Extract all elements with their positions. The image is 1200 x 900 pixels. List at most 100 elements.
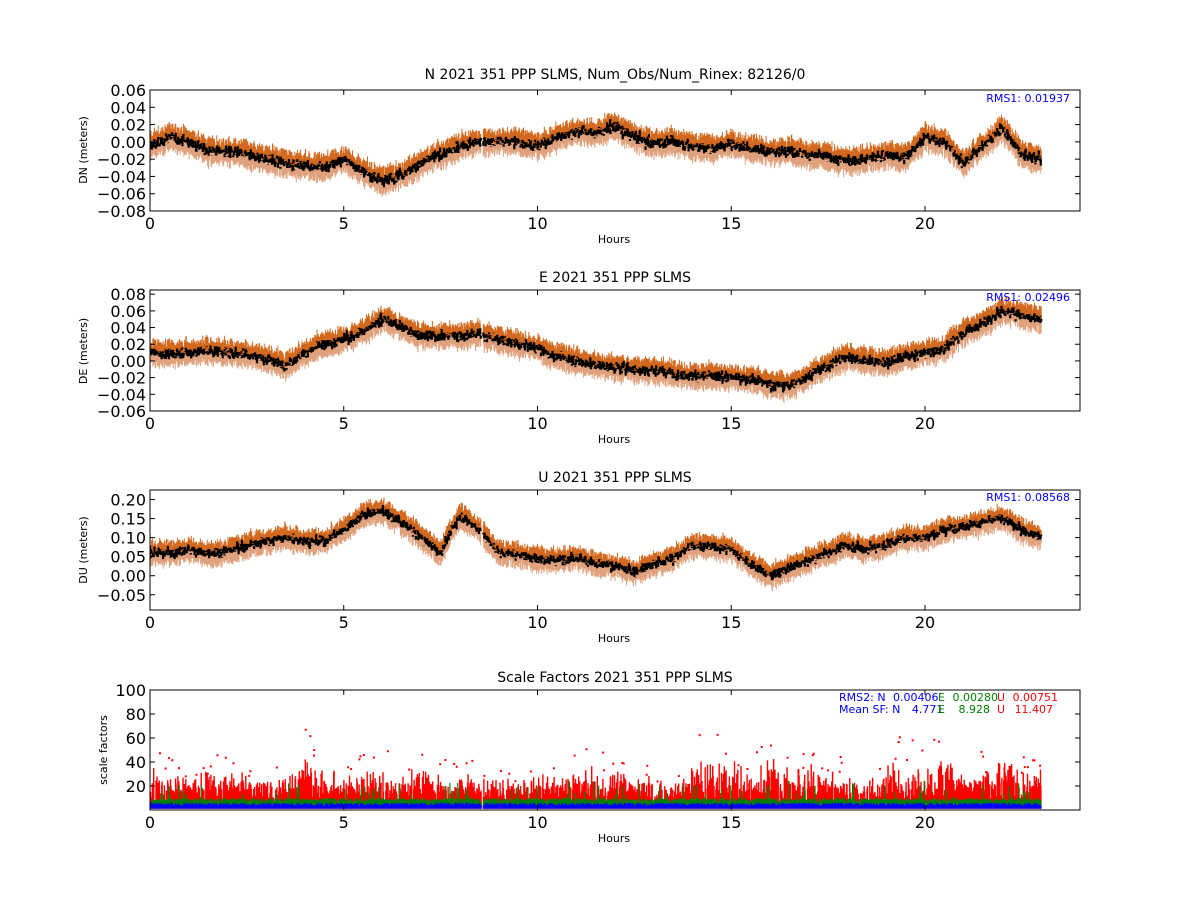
x-tick-label: 15 <box>721 613 741 632</box>
mean-sf-u-value: 11.407 <box>1015 703 1054 716</box>
panel-up: U 2021 351 PPP SLMS 0 5 10 15 20 −0.050.000.0… <box>77 470 1081 645</box>
up-plot-area: 0 5 10 15 20 −0.050.000.050.100.150.20 <box>97 489 1081 632</box>
y-tick-label: 0.00 <box>110 133 146 152</box>
y-tick-label: −0.08 <box>97 202 146 221</box>
position-series <box>150 505 1043 581</box>
x-tick-label: 0 <box>145 613 155 632</box>
x-tick-label: 0 <box>145 813 155 832</box>
y-tick-label: 0.04 <box>110 319 146 338</box>
north-title: N 2021 351 PPP SLMS, Num_Obs/Num_Rinex: … <box>425 67 806 83</box>
scale-title: Scale Factors 2021 351 PPP SLMS <box>497 670 733 686</box>
north-plot-area: 0 5 10 15 20 −0.08−0.06−0.04−0.020.000.020.04… <box>97 81 1081 233</box>
rms2-annotation: RMS2: N 0.00406 E 0.00280 U 0.00751 <box>839 691 1058 704</box>
scale-factor-n-points <box>150 802 1042 809</box>
svg-text:Mean SF: N 4.771: Mean SF: N 4.771 <box>839 703 943 716</box>
position-series <box>150 305 1043 393</box>
y-tick-label: −0.02 <box>97 369 146 388</box>
north-xlabel: Hours <box>598 233 630 246</box>
y-tick-label: 0.15 <box>110 510 146 529</box>
y-tick-label: 100 <box>115 681 146 700</box>
svg-text:E 0.00280: E 0.00280 <box>938 691 998 704</box>
mean-sf-label: Mean SF: N <box>839 703 900 716</box>
position-series <box>150 119 1043 188</box>
y-tick-label: −0.04 <box>97 167 146 186</box>
panel-north: N 2021 351 PPP SLMS, Num_Obs/Num_Rinex: … <box>77 67 1081 246</box>
east-plot-area: 0 5 10 15 20 −0.06−0.04−0.020.000.020.040.060… <box>97 285 1081 433</box>
y-tick-label: 0.06 <box>110 302 146 321</box>
y-tick-label: 0.04 <box>110 98 146 117</box>
y-tick-label: 0.08 <box>110 285 146 304</box>
rms2-u-label: U <box>997 691 1005 704</box>
axes-frame <box>149 689 1081 811</box>
scale-plot-area: 0 5 10 15 20 20 40 60 80 100 <box>115 681 1081 832</box>
rms2-e-label: E <box>938 691 945 704</box>
panel-east: E 2021 351 PPP SLMS 0 5 10 15 20 −0.06−0.04−0… <box>77 270 1081 446</box>
y-tick-label: 0.10 <box>110 529 146 548</box>
rms2-label: RMS2: N <box>839 691 886 704</box>
east-ylabel: DE (meters) <box>77 318 90 384</box>
y-tick-label: −0.05 <box>97 586 146 605</box>
x-tick-label: 20 <box>915 414 935 433</box>
x-tick-label: 10 <box>527 613 547 632</box>
rms2-u-value: 0.00751 <box>1013 691 1059 704</box>
y-tick-label: 0.02 <box>110 116 146 135</box>
x-tick-label: 5 <box>339 214 349 233</box>
y-tick-label: 80 <box>126 705 146 724</box>
y-tick-label: −0.06 <box>97 402 146 421</box>
x-tick-label: 15 <box>721 813 741 832</box>
up-title: U 2021 351 PPP SLMS <box>538 470 691 486</box>
mean-sf-e-label: E <box>938 703 945 716</box>
axes-frame <box>149 489 1081 611</box>
x-tick-label: 15 <box>721 214 741 233</box>
svg-text:U 0.00751: U 0.00751 <box>997 691 1058 704</box>
error-bars-lower <box>150 509 1042 592</box>
data-layer <box>150 728 1042 809</box>
axes-frame <box>149 289 1081 412</box>
north-ylabel: DN (meters) <box>77 116 90 184</box>
up-xlabel: Hours <box>598 632 630 645</box>
east-xlabel: Hours <box>598 433 630 446</box>
x-tick-label: 15 <box>721 414 741 433</box>
x-tick-label: 10 <box>527 414 547 433</box>
x-tick-label: 5 <box>339 613 349 632</box>
y-tick-label: 0.20 <box>110 491 146 510</box>
mean-sf-n-value: 4.771 <box>912 703 944 716</box>
data-layer <box>150 497 1043 592</box>
axes-2: 0 5 10 15 20 −0.050.000.050.100.150.20 <box>97 489 1081 632</box>
rms2-e-value: 0.00280 <box>952 691 998 704</box>
x-tick-label: 5 <box>339 813 349 832</box>
up-ylabel: DU (meters) <box>77 516 90 583</box>
x-tick-label: 5 <box>339 414 349 433</box>
scale-ylabel: scale factors <box>97 715 110 785</box>
y-tick-label: −0.04 <box>97 385 146 404</box>
data-layer <box>150 112 1043 197</box>
east-title: E 2021 351 PPP SLMS <box>539 270 691 286</box>
axes-0: 0 5 10 15 20 −0.08−0.06−0.04−0.020.000.020.04… <box>97 81 1081 233</box>
svg-text:E 8.928: E 8.928 <box>938 703 990 716</box>
x-tick-label: 0 <box>145 414 155 433</box>
north-rms1-annotation: RMS1: 0.01937 <box>986 92 1070 105</box>
mean-sf-annotation: Mean SF: N 4.771 E 8.928 U 11.407 <box>839 703 1053 716</box>
x-tick-label: 20 <box>915 613 935 632</box>
mean-sf-u-label: U <box>997 703 1005 716</box>
rms2-n-value: 0.00406 <box>893 691 939 704</box>
y-tick-label: −0.06 <box>97 185 146 204</box>
y-tick-label: 0.00 <box>110 567 146 586</box>
svg-text:RMS2: N 0.00406: RMS2: N 0.00406 <box>839 691 939 704</box>
mean-sf-e-value: 8.928 <box>958 703 990 716</box>
y-tick-label: 0.06 <box>110 81 146 100</box>
panel-scale-factors: Scale Factors 2021 351 PPP SLMS 0 5 10 15 20… <box>97 670 1081 845</box>
axes-3: 0 5 10 15 20 20 40 60 80 100 <box>115 681 1081 832</box>
x-tick-label: 10 <box>527 214 547 233</box>
data-layer <box>150 296 1043 404</box>
y-tick-label: 0.00 <box>110 352 146 371</box>
x-tick-label: 20 <box>915 813 935 832</box>
y-tick-label: 60 <box>126 729 146 748</box>
y-tick-label: 20 <box>126 777 146 796</box>
x-tick-label: 10 <box>527 813 547 832</box>
axes-frame <box>149 89 1081 212</box>
y-tick-label: 40 <box>126 753 146 772</box>
x-tick-label: 0 <box>145 214 155 233</box>
scale-xlabel: Hours <box>598 832 630 845</box>
